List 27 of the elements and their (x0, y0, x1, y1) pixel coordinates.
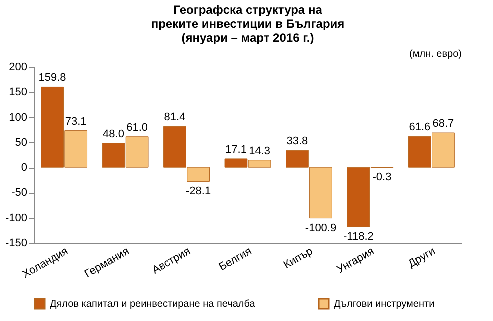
data-label: -28.1 (186, 186, 212, 198)
data-label: 33.8 (286, 136, 308, 148)
data-label: 14.3 (249, 145, 270, 158)
data-label: -118.2 (344, 231, 374, 244)
y-tick-label: 100 (9, 112, 28, 124)
y-tick-label: -50 (12, 187, 28, 200)
legend-label: Дялов капитал и реинвестиране на печалба (50, 299, 256, 310)
y-tick-label: 50 (15, 136, 28, 149)
chart-title: Географска структура на преките инвестиции в България (151, 3, 345, 31)
y-tick-label: -100 (5, 212, 28, 224)
data-label: 81.4 (164, 112, 186, 124)
data-label: 61.0 (126, 122, 148, 134)
y-tick-label: 200 (9, 62, 28, 74)
text: (млн. евро) (410, 49, 462, 60)
y-tick-label: 0 (21, 162, 28, 174)
data-label: -0.3 (372, 172, 392, 184)
data-label: 17.1 (226, 144, 247, 156)
data-label: 159.8 (38, 72, 66, 84)
data-label: -100.9 (305, 222, 337, 234)
data-label: 68.7 (432, 118, 454, 130)
data-label: 48.0 (103, 128, 124, 140)
y-tick-label: -150 (5, 238, 28, 250)
chart-subtitle: (януари – март 2016 г.) (182, 31, 314, 45)
legend-label: Дългови инструменти (334, 299, 435, 310)
y-tick-label: 150 (9, 86, 28, 99)
data-label: 61.6 (409, 122, 431, 134)
data-label: 73.1 (65, 116, 87, 128)
